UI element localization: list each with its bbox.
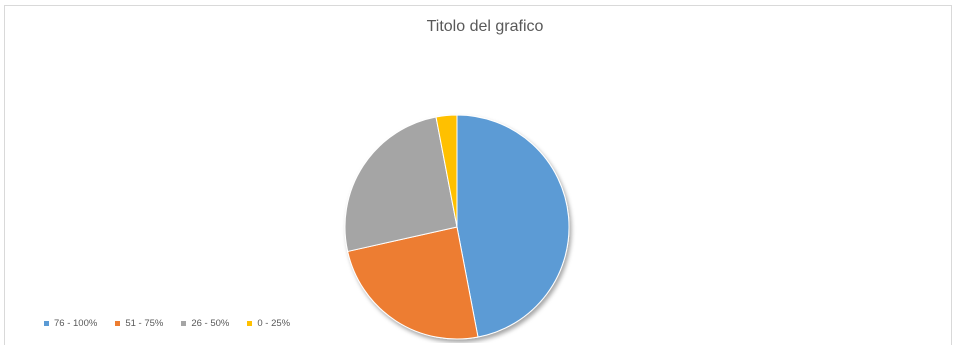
legend-swatch [115,321,121,326]
chart-legend: 76 - 100% 51 - 75% 26 - 50% 0 - 25% [44,318,308,329]
legend-item-0-25: 0 - 25% [247,318,290,329]
pie-slice-76-100 [456,114,570,338]
legend-swatch [44,321,49,326]
legend-label: 76 - 100% [54,318,98,329]
pie-slice-26-50 [344,116,458,253]
legend-item-51-75: 51 - 75% [115,318,163,329]
legend-item-26-50: 26 - 50% [181,318,229,329]
legend-label: 26 - 50% [191,318,230,329]
legend-swatch [181,321,187,326]
pie-slice-51-75 [347,226,479,340]
pie-slice-0-25 [435,114,458,228]
legend-label: 0 - 25% [257,318,291,329]
legend-swatch [247,321,253,326]
legend-item-76-100: 76 - 100% [44,318,97,329]
legend-label: 51 - 75% [125,318,164,329]
chart-title: Titolo del grafico [426,18,544,35]
